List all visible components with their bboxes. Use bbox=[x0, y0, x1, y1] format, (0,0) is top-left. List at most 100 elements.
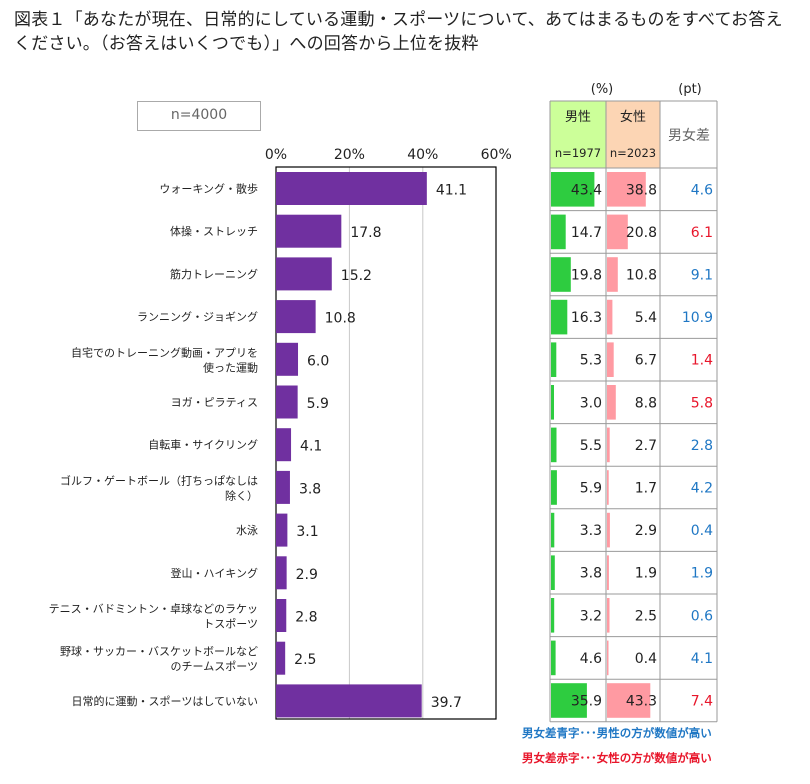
male-value: 43.4 bbox=[571, 182, 602, 198]
legend-red: 男女差赤字･･･女性の方が数値が高い bbox=[522, 751, 712, 765]
male-bar bbox=[551, 640, 556, 676]
male-n: n=1977 bbox=[555, 146, 601, 160]
female-value: 1.7 bbox=[635, 481, 657, 497]
unit-pct: (%) bbox=[591, 82, 614, 97]
bar bbox=[276, 300, 316, 334]
male-bar bbox=[551, 427, 557, 463]
bar-value-label: 10.8 bbox=[325, 311, 356, 327]
category-label: ヨガ・ピラティス bbox=[171, 396, 258, 409]
category-label: 登山・ハイキング bbox=[171, 566, 258, 580]
female-value: 2.7 bbox=[635, 438, 657, 454]
female-bar bbox=[607, 640, 609, 676]
male-value: 19.8 bbox=[571, 268, 602, 284]
category-label: 自宅でのトレーニング動画・アプリを bbox=[71, 345, 258, 359]
category-label: のチームスポーツ bbox=[171, 660, 258, 673]
bar-value-label: 2.9 bbox=[296, 567, 318, 583]
female-value: 43.3 bbox=[626, 694, 657, 710]
diff-value: 7.4 bbox=[691, 694, 713, 710]
category-label: 体操・ストレッチ bbox=[170, 224, 258, 238]
bar-value-label: 15.2 bbox=[341, 268, 372, 284]
bar-value-label: 3.1 bbox=[296, 524, 318, 540]
female-n: n=2023 bbox=[610, 146, 656, 160]
female-bar bbox=[607, 214, 628, 250]
diff-value: 4.6 bbox=[691, 182, 713, 198]
category-label: 使った運動 bbox=[203, 360, 258, 374]
male-bar bbox=[551, 385, 554, 420]
female-value: 2.5 bbox=[635, 608, 657, 624]
male-bar bbox=[551, 683, 587, 718]
bar bbox=[276, 599, 287, 632]
category-label: 野球・サッカー・バスケットボールなど bbox=[60, 644, 258, 658]
category-label: 自転車・サイクリング bbox=[148, 438, 258, 452]
diff-value: 4.2 bbox=[691, 481, 713, 497]
bar bbox=[276, 257, 332, 291]
diff-value: 0.6 bbox=[691, 608, 713, 624]
bar bbox=[276, 556, 287, 590]
female-value: 5.4 bbox=[635, 310, 657, 326]
male-value: 4.6 bbox=[580, 651, 602, 667]
male-bar bbox=[551, 598, 555, 633]
male-value: 35.9 bbox=[571, 694, 602, 710]
male-value: 14.7 bbox=[571, 225, 602, 241]
unit-pt: (pt) bbox=[678, 82, 702, 97]
female-bar bbox=[607, 172, 646, 207]
gender-table: (%) (pt) 男性 n=1977 女性 n=2023 男女差 43.4 38.8 4.6 14.… bbox=[549, 82, 718, 723]
male-header: 男性 bbox=[565, 110, 591, 125]
female-value: 20.8 bbox=[626, 225, 657, 241]
diff-value: 6.1 bbox=[691, 225, 713, 241]
male-bar bbox=[551, 299, 568, 335]
bar-chart: 0% 20% 40% 60% 41.1 ウォーキング・散歩 17.8 体操・ストレッチ 15.2… bbox=[49, 147, 512, 720]
male-bar bbox=[551, 214, 566, 250]
male-bar bbox=[551, 470, 557, 505]
bar-value-label: 4.1 bbox=[300, 439, 322, 455]
female-header: 女性 bbox=[620, 109, 646, 125]
x-tick-label: 0% bbox=[265, 147, 287, 163]
female-bar bbox=[607, 683, 651, 718]
sample-size-box: n=4000 bbox=[137, 101, 261, 131]
female-bar bbox=[607, 427, 610, 463]
bar bbox=[276, 342, 299, 376]
bar bbox=[276, 172, 427, 205]
bar bbox=[276, 385, 298, 419]
category-label: ゴルフ・ゲートボール（打ちっぱなしは bbox=[60, 473, 258, 487]
category-label: ランニング・ジョギング bbox=[137, 310, 258, 324]
category-label: トスポーツ bbox=[203, 618, 258, 631]
bar-value-label: 5.9 bbox=[307, 396, 329, 412]
diff-value: 4.1 bbox=[691, 651, 713, 667]
legend-blue: 男女差青字･･･男性の方が数値が高い bbox=[522, 726, 712, 740]
category-label: ウォーキング・散歩 bbox=[159, 182, 258, 196]
x-tick-label: 20% bbox=[334, 147, 365, 163]
bar-value-label: 2.8 bbox=[295, 610, 317, 626]
female-bar bbox=[607, 257, 618, 292]
diff-value: 1.9 bbox=[691, 566, 713, 582]
female-value: 6.7 bbox=[635, 353, 657, 369]
female-bar bbox=[607, 299, 613, 335]
bar bbox=[276, 214, 342, 248]
male-value: 5.9 bbox=[580, 481, 602, 497]
male-bar bbox=[551, 172, 595, 207]
male-bar bbox=[551, 512, 555, 548]
female-value: 8.8 bbox=[635, 395, 657, 411]
bar bbox=[276, 470, 290, 504]
bar-value-label: 41.1 bbox=[436, 183, 467, 199]
bar-value-label: 17.8 bbox=[350, 225, 381, 241]
male-value: 5.5 bbox=[580, 438, 602, 454]
diff-header: 男女差 bbox=[668, 127, 710, 144]
bar bbox=[276, 684, 422, 718]
female-value: 10.8 bbox=[626, 268, 657, 284]
female-bar bbox=[607, 342, 614, 377]
diff-value: 0.4 bbox=[691, 523, 713, 539]
chart-title: 図表１「あなたが現在、日常的にしている運動・スポーツについて、あてはまるものをす… bbox=[14, 8, 799, 56]
bar bbox=[276, 513, 288, 547]
female-header-bg bbox=[606, 101, 660, 168]
category-label: 除く） bbox=[225, 488, 258, 502]
bar-value-label: 39.7 bbox=[431, 695, 462, 711]
female-bar bbox=[607, 512, 610, 548]
male-bar bbox=[551, 257, 571, 292]
category-label: テニス・バドミントン・卓球などのラケッ bbox=[49, 602, 258, 616]
bar bbox=[276, 641, 286, 675]
male-value: 3.3 bbox=[580, 523, 602, 539]
category-label: 水泳 bbox=[236, 523, 258, 537]
x-tick-label: 60% bbox=[481, 147, 512, 163]
